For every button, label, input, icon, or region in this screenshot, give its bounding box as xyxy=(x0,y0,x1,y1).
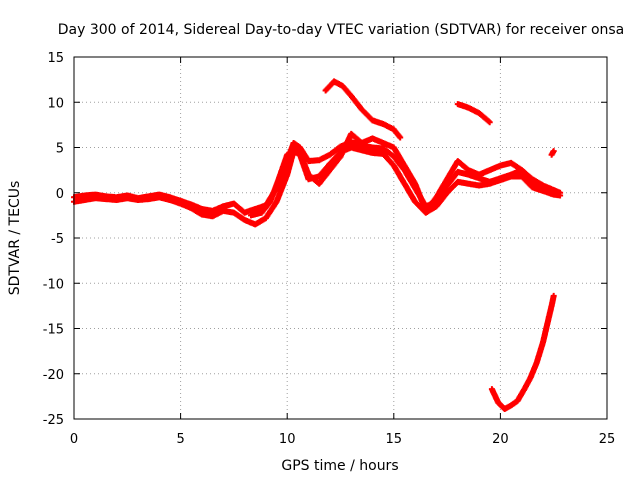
data-point-markers xyxy=(454,101,493,126)
series-track-2 xyxy=(71,144,564,228)
y-tick-label: 5 xyxy=(56,142,64,157)
y-tick-label: 10 xyxy=(47,96,64,111)
series-track-5 xyxy=(454,101,493,126)
data-point-markers xyxy=(548,148,557,158)
axis-ticks: 0 5 10 15 20 25 -25 -20 -15 -10 -5 0 5 10 15 xyxy=(43,51,616,447)
x-tick-label: 25 xyxy=(599,432,616,447)
y-tick-label: -15 xyxy=(43,323,64,338)
x-tick-label: 15 xyxy=(386,432,403,447)
plot-frame xyxy=(73,56,608,420)
data-point-markers xyxy=(248,130,557,219)
x-tick-label: 10 xyxy=(279,432,296,447)
grid-lines xyxy=(74,57,607,419)
series-track-6 xyxy=(548,148,557,158)
x-tick-label: 5 xyxy=(176,432,184,447)
series-track-4 xyxy=(322,78,404,141)
series-track-3 xyxy=(248,130,557,219)
y-tick-label: -10 xyxy=(43,277,64,292)
y-tick-label: -5 xyxy=(51,232,64,247)
y-tick-label: 0 xyxy=(56,187,64,202)
y-axis-label: SDTVAR / TECUs xyxy=(7,181,23,296)
data-point-markers xyxy=(71,144,564,228)
series-track-7 xyxy=(488,292,557,412)
chart-title: Day 300 of 2014, Sidereal Day-to-day VTE… xyxy=(58,22,625,38)
y-tick-label: -20 xyxy=(43,368,64,383)
data-point-markers xyxy=(488,292,557,412)
x-tick-label: 0 xyxy=(70,432,78,447)
y-tick-label: -25 xyxy=(43,413,64,428)
data-series xyxy=(71,78,564,412)
x-axis-label: GPS time / hours xyxy=(281,458,398,474)
x-tick-label: 20 xyxy=(492,432,509,447)
y-tick-label: 15 xyxy=(47,51,64,66)
data-point-markers xyxy=(322,78,404,141)
